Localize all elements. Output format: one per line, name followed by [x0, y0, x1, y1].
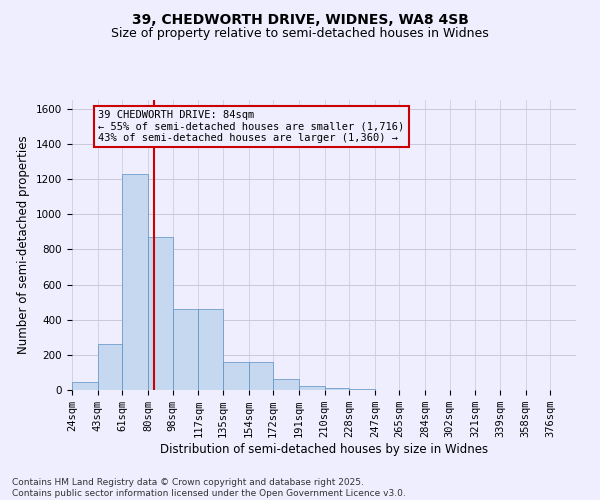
Bar [325, 388, 349, 390]
Bar [98, 344, 122, 390]
Bar [223, 362, 248, 390]
Bar [72, 382, 98, 390]
Bar [148, 237, 173, 390]
Text: Size of property relative to semi-detached houses in Widnes: Size of property relative to semi-detach… [111, 28, 489, 40]
Bar [299, 386, 325, 390]
X-axis label: Distribution of semi-detached houses by size in Widnes: Distribution of semi-detached houses by … [160, 443, 488, 456]
Bar [349, 389, 375, 390]
Y-axis label: Number of semi-detached properties: Number of semi-detached properties [17, 136, 31, 354]
Text: Contains HM Land Registry data © Crown copyright and database right 2025.
Contai: Contains HM Land Registry data © Crown c… [12, 478, 406, 498]
Bar [273, 380, 299, 390]
Bar [248, 362, 273, 390]
Bar [122, 174, 148, 390]
Text: 39, CHEDWORTH DRIVE, WIDNES, WA8 4SB: 39, CHEDWORTH DRIVE, WIDNES, WA8 4SB [131, 12, 469, 26]
Text: 39 CHEDWORTH DRIVE: 84sqm
← 55% of semi-detached houses are smaller (1,716)
43% : 39 CHEDWORTH DRIVE: 84sqm ← 55% of semi-… [98, 110, 405, 143]
Bar [173, 309, 199, 390]
Bar [199, 309, 223, 390]
